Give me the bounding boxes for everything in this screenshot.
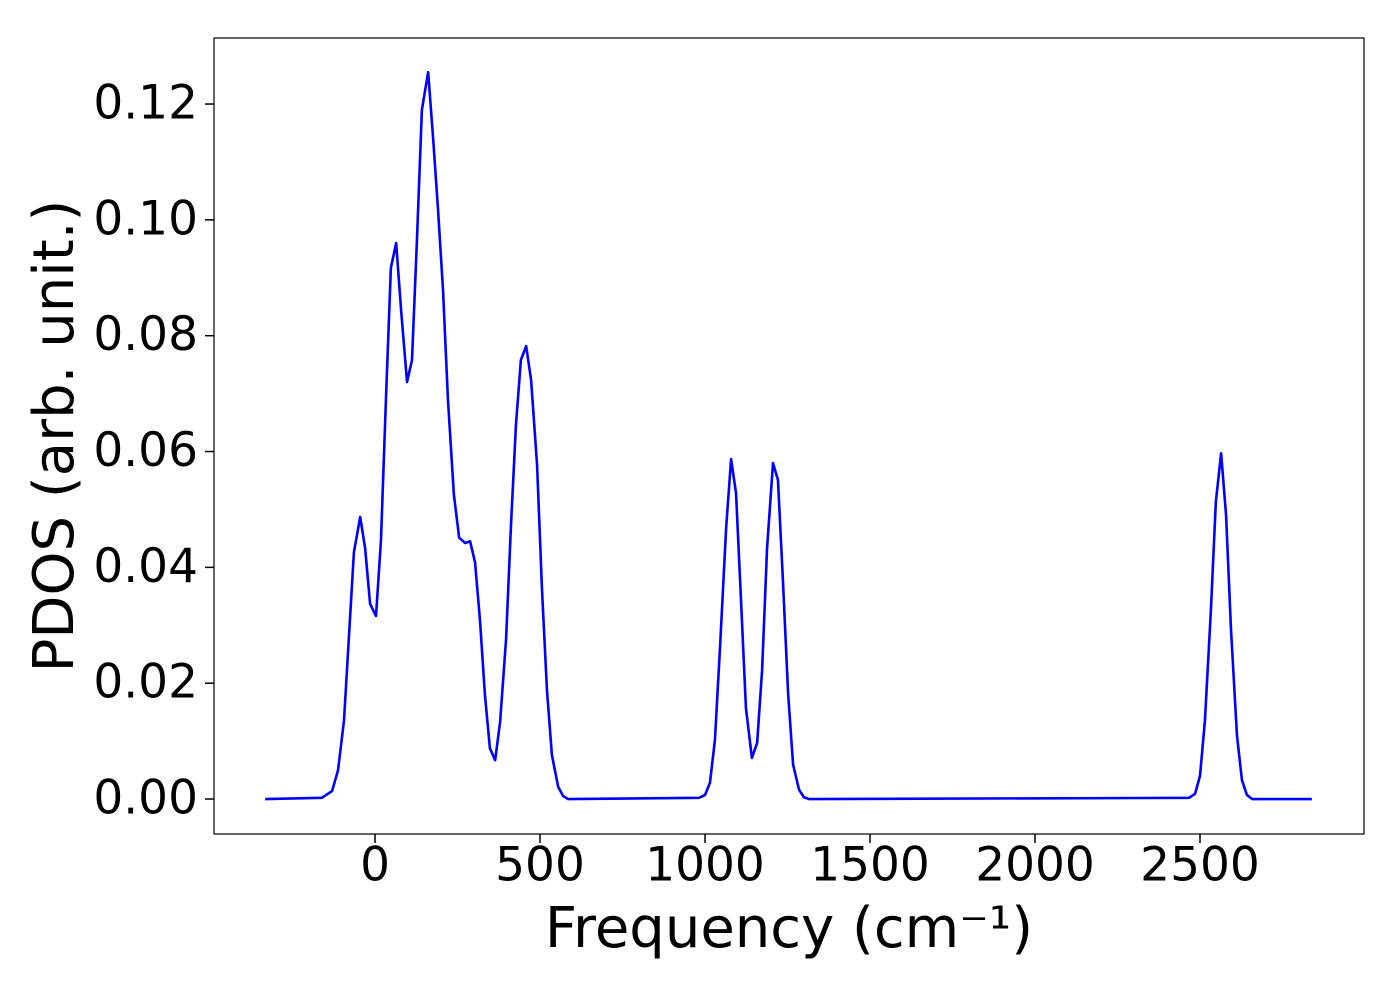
- y-axis-label: PDOS (arb. unit.): [22, 200, 87, 673]
- x-tick-label: 2000: [975, 838, 1095, 893]
- data-line: [265, 70, 1312, 801]
- y-tick-label: 0.12: [93, 76, 198, 131]
- x-tick-label: 1000: [645, 838, 765, 893]
- y-tick-label: 0.02: [93, 655, 198, 710]
- y-tick-label: 0.08: [93, 307, 198, 362]
- y-tick-label: 0.04: [93, 539, 198, 594]
- x-tick-label: 500: [495, 838, 585, 893]
- y-tick-label: 0.00: [93, 771, 198, 826]
- x-tick-label: 0: [360, 838, 390, 893]
- x-tick-label: 1500: [810, 838, 930, 893]
- plot-frame: [213, 37, 1365, 835]
- x-tick-label: 2500: [1140, 838, 1260, 893]
- y-tick-label: 0.06: [93, 423, 198, 478]
- x-axis-label: Frequency (cm⁻¹): [545, 896, 1033, 961]
- y-tick-label: 0.10: [93, 191, 198, 246]
